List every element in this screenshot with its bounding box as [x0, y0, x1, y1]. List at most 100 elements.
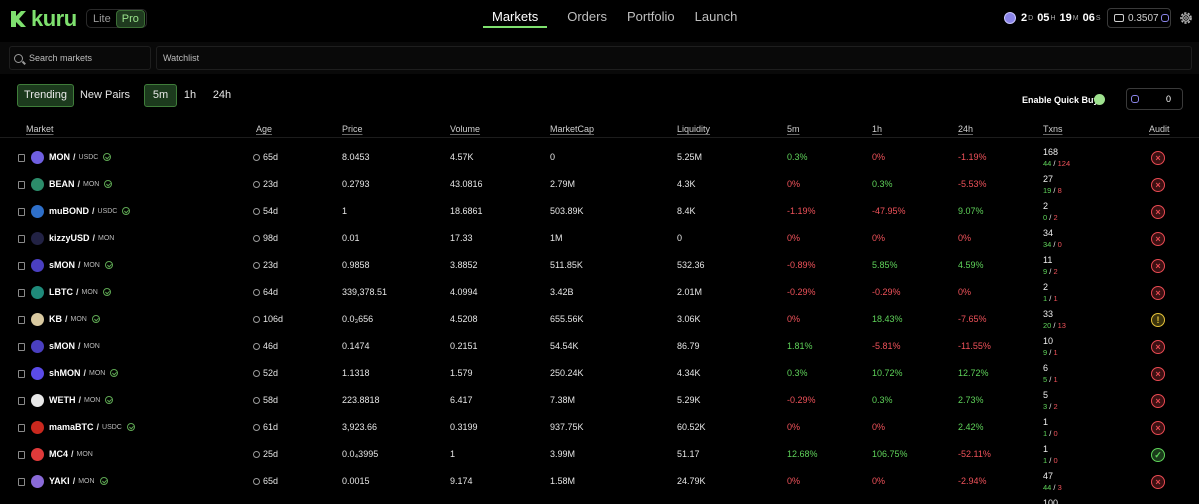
audit-icon[interactable]: ×: [1151, 340, 1165, 354]
change-5m: 12.68%: [787, 449, 818, 459]
audit-icon[interactable]: ×: [1151, 394, 1165, 408]
table-row[interactable]: kizzyUSD / MON 98d 0.01 17.33 1M 0 0% 0%…: [0, 225, 1199, 252]
table-row[interactable]: MON / USDC 65d 8.0453 4.57K 0 5.25M 0.3%…: [0, 144, 1199, 171]
table-row[interactable]: sMON / MON 23d 0.9858 3.8852 511.85K 532…: [0, 252, 1199, 279]
gear-icon[interactable]: [1178, 10, 1194, 26]
copy-icon[interactable]: [18, 154, 25, 162]
timeframe-24h[interactable]: 24h: [212, 89, 232, 101]
table-row[interactable]: WETH / MON 58d 223.8818 6.417 7.38M 5.29…: [0, 387, 1199, 414]
audit-icon[interactable]: ×: [1151, 286, 1165, 300]
market-cap: 0: [550, 152, 556, 162]
copy-icon[interactable]: [18, 343, 25, 351]
table-row[interactable]: MC4 / MON 25d 0.0₄3995 1 3.99M 51.17 12.…: [0, 441, 1199, 468]
quote-token: MON: [89, 369, 106, 377]
table-row[interactable]: muBOND / USDC 54d 1 18.6861 503.89K 8.4K…: [0, 198, 1199, 225]
copy-icon[interactable]: [18, 478, 25, 486]
copy-icon[interactable]: [18, 181, 25, 189]
col-market[interactable]: Market: [26, 124, 54, 134]
txns-split: 44 / 124: [1043, 158, 1070, 170]
audit-icon[interactable]: ×: [1151, 178, 1165, 192]
col-audit[interactable]: Audit: [1149, 124, 1170, 134]
col-volume[interactable]: Volume: [450, 124, 481, 134]
copy-icon[interactable]: [18, 451, 25, 459]
txns-split: 0 / 2: [1043, 212, 1058, 224]
col-change-24h[interactable]: 24h: [958, 124, 974, 134]
market-cap: 511.85K: [550, 260, 583, 270]
tab-trending[interactable]: Trending: [17, 84, 74, 107]
col-change-5m[interactable]: 5m: [787, 124, 800, 134]
audit-icon[interactable]: !: [1151, 313, 1165, 327]
quick-buy-amount[interactable]: 0: [1126, 88, 1183, 110]
col-marketcap[interactable]: MarketCap: [550, 124, 595, 134]
audit-icon[interactable]: ×: [1151, 421, 1165, 435]
table-row[interactable]: shMON / MON 52d 1.1318 1.579 250.24K 4.3…: [0, 360, 1199, 387]
table-row[interactable]: BEAN / MON 23d 0.2793 43.0816 2.79M 4.3K…: [0, 171, 1199, 198]
copy-icon[interactable]: [18, 316, 25, 324]
txns: 33 20 / 13: [1043, 308, 1066, 332]
clock-icon: [253, 154, 260, 161]
mode-lite[interactable]: Lite: [93, 12, 111, 25]
nav-launch[interactable]: Launch: [694, 9, 738, 24]
change-24h: -11.55%: [958, 341, 991, 351]
liquidity: 4.34K: [677, 368, 701, 378]
kuru-logo[interactable]: kuru: [8, 8, 77, 30]
change-1h: -0.29%: [872, 287, 901, 297]
txns-total: 33: [1043, 309, 1054, 319]
audit-icon[interactable]: ×: [1151, 475, 1165, 489]
timeframe-5m[interactable]: 5m: [144, 84, 177, 107]
col-change-1h[interactable]: 1h: [872, 124, 883, 134]
mode-switch[interactable]: Lite Pro: [86, 9, 147, 28]
audit-icon[interactable]: ×: [1151, 367, 1165, 381]
clock-icon: [253, 208, 260, 215]
table-row[interactable]: mamaBTC / USDC 61d 3,923.66 0.3199 937.7…: [0, 414, 1199, 441]
change-1h: 106.75%: [872, 449, 908, 459]
col-liquidity[interactable]: Liquidity: [677, 124, 711, 134]
audit-icon[interactable]: ×: [1151, 205, 1165, 219]
quick-buy-toggle[interactable]: [1094, 94, 1105, 105]
timer-icon: [1004, 12, 1016, 24]
table-row[interactable]: KB / MON 106d 0.0₃656 4.5208 655.56K 3.0…: [0, 306, 1199, 333]
nav-portfolio[interactable]: Portfolio: [626, 9, 675, 24]
table-row[interactable]: LBTC / MON 64d 339,378.51 4.0994 3.42B 2…: [0, 279, 1199, 306]
nav-orders[interactable]: Orders: [567, 9, 607, 24]
table-row[interactable]: 100: [0, 495, 1199, 504]
market-pair: shMON / MON: [49, 368, 119, 378]
market-cap: 250.24K: [550, 368, 584, 378]
copy-icon[interactable]: [18, 235, 25, 243]
table-row[interactable]: YAKI / MON 65d 0.0015 9.174 1.58M 24.79K…: [0, 468, 1199, 495]
change-1h: 5.85%: [872, 260, 898, 270]
copy-icon[interactable]: [18, 370, 25, 378]
col-age[interactable]: Age: [256, 124, 273, 134]
search-box[interactable]: [9, 46, 151, 70]
txns-split: 1 / 0: [1043, 455, 1058, 467]
mode-pro[interactable]: Pro: [115, 9, 145, 28]
quote-token: MON: [83, 342, 100, 350]
col-txns[interactable]: Txns: [1043, 124, 1063, 134]
search-input[interactable]: [29, 53, 139, 63]
table-row[interactable]: sMON / MON 46d 0.1474 0.2151 54.54K 86.7…: [0, 333, 1199, 360]
txns: 5 3 / 2: [1043, 389, 1058, 413]
change-5m: -0.29%: [787, 395, 816, 405]
copy-icon[interactable]: [18, 289, 25, 297]
clock-icon: [253, 478, 260, 485]
price: 223.8818: [342, 395, 380, 405]
watchlist-bar[interactable]: Watchlist: [156, 46, 1192, 70]
copy-icon[interactable]: [18, 397, 25, 405]
copy-icon[interactable]: [18, 424, 25, 432]
tab-new-pairs[interactable]: New Pairs: [79, 89, 131, 101]
nav-markets[interactable]: Markets: [483, 0, 548, 28]
market-pair: mamaBTC / USDC: [49, 422, 135, 432]
copy-icon[interactable]: [18, 208, 25, 216]
price: 339,378.51: [342, 287, 388, 297]
audit-icon[interactable]: ×: [1151, 232, 1165, 246]
copy-icon[interactable]: [18, 262, 25, 270]
txns-sells: 0: [1053, 429, 1058, 438]
audit-icon[interactable]: ×: [1151, 259, 1165, 273]
timeframe-1h[interactable]: 1h: [183, 89, 197, 101]
col-price[interactable]: Price: [342, 124, 363, 134]
clock-icon: [253, 424, 260, 431]
audit-icon[interactable]: ×: [1151, 151, 1165, 165]
audit-icon[interactable]: ✓: [1151, 448, 1165, 462]
txns-buys: 1: [1043, 456, 1048, 465]
wallet-button[interactable]: 0.3507: [1107, 8, 1171, 28]
